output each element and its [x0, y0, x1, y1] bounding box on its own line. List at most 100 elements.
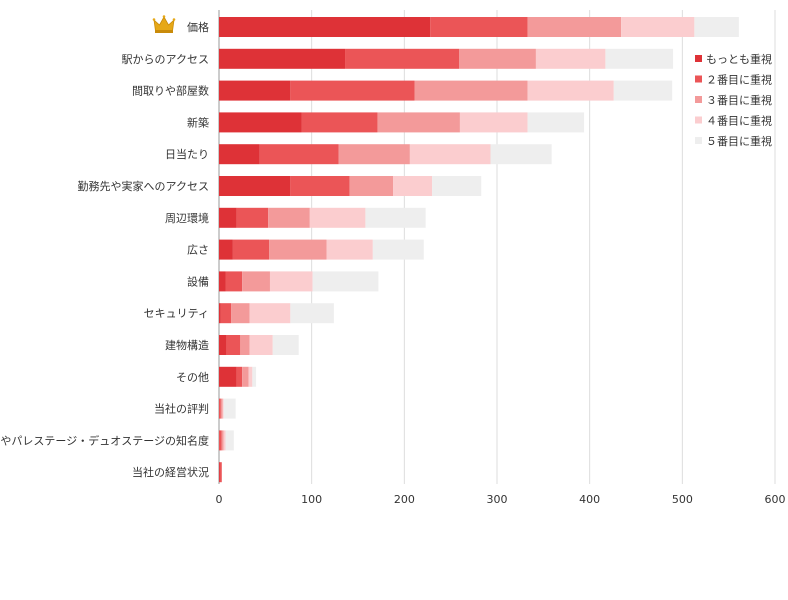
legend-swatch — [695, 137, 702, 144]
category-label: 周辺環境 — [165, 211, 209, 225]
x-tick-label: 600 — [765, 493, 786, 506]
legend: もっとも重視 ２番目に重視 ３番目に重視 ４番目に重視 ５番目に重視 — [695, 52, 772, 148]
legend-swatch — [695, 75, 702, 83]
bar-segment — [694, 17, 739, 37]
bar-segment — [527, 80, 614, 101]
bar-segment — [430, 17, 528, 37]
bar-segment — [242, 366, 249, 387]
bar-segment — [220, 398, 223, 419]
bar-segment — [409, 144, 491, 165]
bar-segment — [223, 430, 226, 451]
bar-segment — [459, 112, 528, 133]
bar-segment — [219, 398, 221, 419]
bar-segment — [414, 80, 528, 101]
bar-segment — [268, 207, 310, 228]
legend-label: ２番目に重視 — [706, 73, 772, 87]
category-label: 設備 — [187, 274, 209, 288]
legend-label: ５番目に重視 — [706, 134, 772, 148]
bar-segment — [326, 239, 373, 260]
bar-segment — [249, 335, 273, 355]
bar-segment — [219, 462, 222, 483]
bars — [219, 17, 739, 483]
bar-segment — [219, 17, 431, 37]
bar-segment — [248, 366, 253, 387]
bar-segment — [226, 335, 241, 355]
category-label: 駅からのアクセス — [122, 53, 209, 66]
bar-segment — [621, 17, 695, 37]
bar-segment — [219, 207, 237, 228]
category-label: 日当たり — [165, 147, 209, 161]
bar-segment — [365, 207, 426, 228]
crown-icon — [152, 15, 176, 33]
category-label: セキュリティ — [144, 307, 209, 320]
legend-swatch — [695, 116, 702, 124]
legend-swatch — [695, 96, 702, 103]
x-tick-label: 0 — [216, 493, 223, 506]
bar-segment — [309, 207, 366, 228]
bar-segment — [219, 335, 227, 355]
bar-segment — [219, 462, 220, 483]
bar-segment — [221, 430, 224, 451]
bar-segment — [432, 176, 482, 196]
bar-segment — [236, 207, 269, 228]
category-label: 広さ — [187, 244, 209, 257]
category-label: 当社の評判 — [154, 402, 209, 416]
bar-segment — [290, 80, 415, 101]
bar-segment — [225, 271, 243, 292]
bar-segment — [290, 176, 350, 196]
bar-segment — [219, 303, 221, 324]
bar-segment — [242, 271, 270, 292]
bar-segment — [345, 48, 460, 69]
bar-segment — [290, 303, 334, 324]
x-tick-label: 500 — [672, 493, 693, 506]
bar-segment — [219, 80, 291, 101]
bar-segment — [259, 144, 339, 165]
bar-segment — [223, 398, 236, 419]
bar-segment — [219, 366, 237, 387]
category-label: 当社の経営状況 — [132, 465, 209, 479]
bar-segment — [338, 144, 410, 165]
category-label: 当社やパレステージ・デュオステージの知名度 — [0, 433, 209, 447]
bar-segment — [252, 366, 257, 387]
bar-segment — [222, 398, 224, 419]
category-label: その他 — [176, 371, 209, 384]
x-tick-label: 100 — [301, 493, 322, 506]
bar-segment — [219, 430, 222, 451]
bar-segment — [231, 303, 250, 324]
category-label: 新築 — [187, 115, 209, 129]
bar-segment — [377, 112, 460, 133]
bar-segment — [349, 176, 394, 196]
x-axis-ticks: 0 100 200 300 400 500 600 — [216, 493, 786, 506]
bar-segment — [535, 48, 606, 69]
legend-label: ３番目に重視 — [706, 93, 772, 107]
x-tick-label: 400 — [579, 493, 600, 506]
bar-segment — [232, 239, 270, 260]
bar-segment — [220, 303, 232, 324]
bar-segment — [219, 271, 226, 292]
bar-segment — [527, 112, 585, 133]
bar-segment — [272, 335, 299, 355]
bar-segment — [393, 176, 433, 196]
bar-segment — [312, 271, 379, 292]
category-label: 建物構造 — [165, 338, 209, 352]
bar-segment — [301, 112, 378, 133]
category-label: 価格 — [187, 20, 209, 34]
bar-segment — [219, 176, 291, 196]
bar-segment — [225, 430, 234, 451]
bar-segment — [219, 112, 302, 133]
bar-segment — [219, 48, 346, 69]
bar-segment — [459, 48, 536, 69]
bar-segment — [490, 144, 552, 165]
bar-segment — [219, 239, 233, 260]
category-labels: 価格駅からのアクセス間取りや部屋数新築日当たり勤務先や実家へのアクセス周辺環境広… — [0, 20, 209, 479]
bar-segment — [527, 17, 622, 37]
bar-segment — [269, 239, 327, 260]
bar-segment — [240, 335, 250, 355]
x-tick-label: 300 — [487, 493, 508, 506]
bar-segment — [219, 144, 260, 165]
bar-segment — [605, 48, 674, 69]
bar-segment — [236, 366, 243, 387]
bar-segment — [372, 239, 424, 260]
bar-segment — [269, 271, 313, 292]
